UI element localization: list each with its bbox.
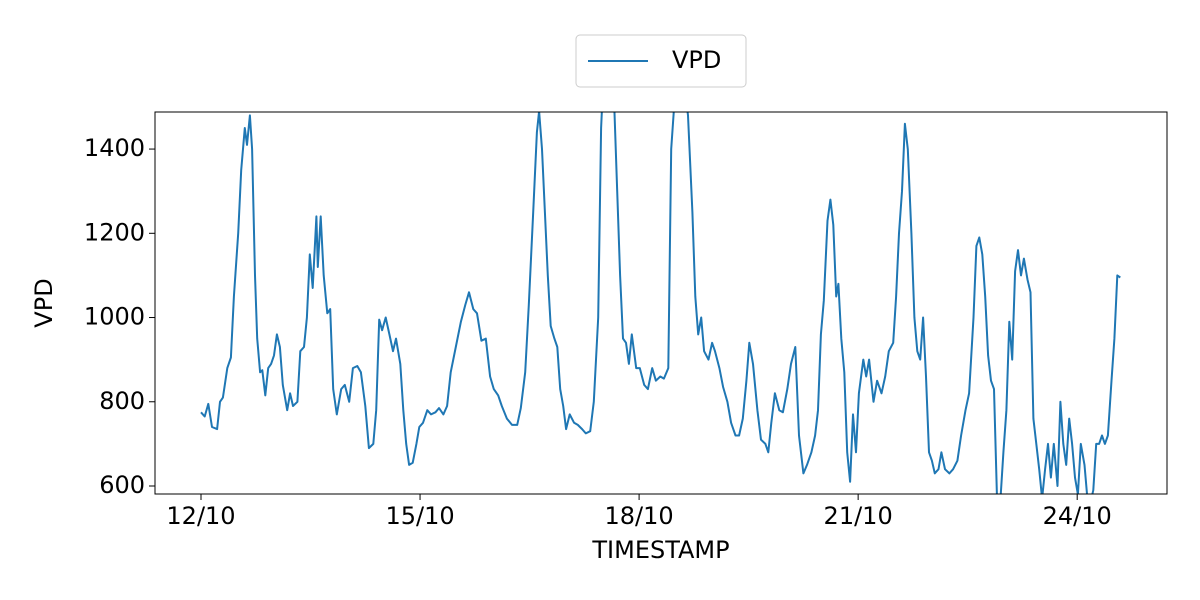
- y-axis-label: VPD: [30, 278, 58, 327]
- x-axis-label: TIMESTAMP: [591, 536, 729, 564]
- y-tick-label: 600: [99, 471, 145, 499]
- x-tick-label: 15/10: [385, 502, 454, 530]
- y-tick-label: 800: [99, 387, 145, 415]
- y-tick-label: 1400: [84, 134, 145, 162]
- x-tick-label: 12/10: [166, 502, 235, 530]
- legend-label: VPD: [672, 46, 721, 74]
- x-tick-label: 21/10: [824, 502, 893, 530]
- legend-box: [575, 34, 747, 88]
- y-tick-label: 1200: [84, 218, 145, 246]
- plot-frame: [154, 111, 1168, 495]
- y-tick-label: 1000: [84, 303, 145, 331]
- plot-area: [200, 112, 1121, 494]
- x-tick-label: 24/10: [1043, 502, 1112, 530]
- x-tick-label: 18/10: [605, 502, 674, 530]
- data-line: [200, 112, 1121, 494]
